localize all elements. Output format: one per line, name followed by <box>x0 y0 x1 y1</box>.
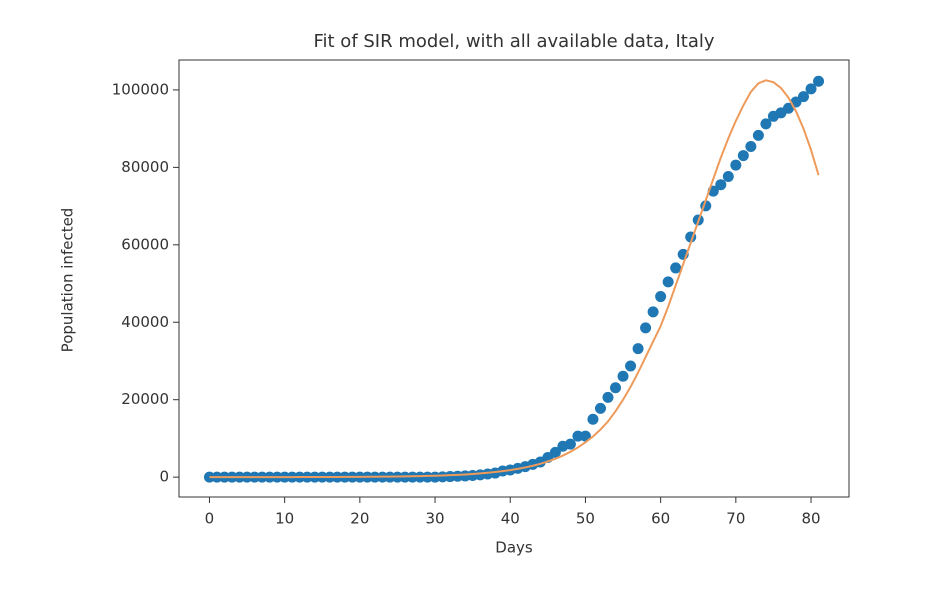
data-point <box>610 382 622 394</box>
data-point <box>813 75 825 87</box>
data-point <box>564 438 576 450</box>
x-tick-label: 60 <box>651 510 670 528</box>
data-point <box>594 402 606 414</box>
y-tick-label: 60000 <box>121 235 169 253</box>
data-point <box>782 102 794 114</box>
x-tick-label: 20 <box>350 510 369 528</box>
data-point <box>640 322 652 334</box>
data-point <box>617 370 629 382</box>
data-point <box>414 471 426 483</box>
data-point <box>798 91 810 103</box>
plot-frame <box>178 59 850 498</box>
x-tick-label: 70 <box>726 510 745 528</box>
data-point <box>760 118 772 130</box>
data-point <box>602 391 614 403</box>
data-point <box>670 262 682 274</box>
data-point <box>632 343 644 355</box>
data-point <box>572 430 584 442</box>
y-tick-label: 0 <box>159 468 169 486</box>
data-point <box>715 179 727 191</box>
data-point <box>625 360 637 372</box>
data-point <box>647 306 659 318</box>
data-point <box>752 129 764 141</box>
data-point <box>737 150 749 162</box>
fit-line <box>209 79 820 479</box>
y-tick-label: 100000 <box>112 80 169 98</box>
y-tick-label: 40000 <box>121 313 169 331</box>
x-tick-label: 10 <box>275 510 294 528</box>
data-point <box>805 83 817 95</box>
data-point <box>745 141 757 153</box>
y-tick-label: 80000 <box>121 158 169 176</box>
data-point <box>662 276 674 288</box>
y-axis-label: Population infected <box>59 208 77 353</box>
data-point <box>579 430 591 442</box>
x-axis-label: Days <box>495 539 533 557</box>
chart-title: Fit of SIR model, with all available dat… <box>313 31 714 52</box>
x-tick-label: 0 <box>205 510 215 528</box>
data-point <box>549 446 561 458</box>
data-point <box>587 413 599 425</box>
x-tick-label: 30 <box>425 510 444 528</box>
x-tick-label: 80 <box>801 510 820 528</box>
data-point <box>730 159 742 171</box>
y-tick-label: 20000 <box>121 390 169 408</box>
x-tick-label: 50 <box>576 510 595 528</box>
data-point <box>655 291 667 303</box>
x-tick-label: 40 <box>501 510 520 528</box>
data-point <box>722 171 734 183</box>
